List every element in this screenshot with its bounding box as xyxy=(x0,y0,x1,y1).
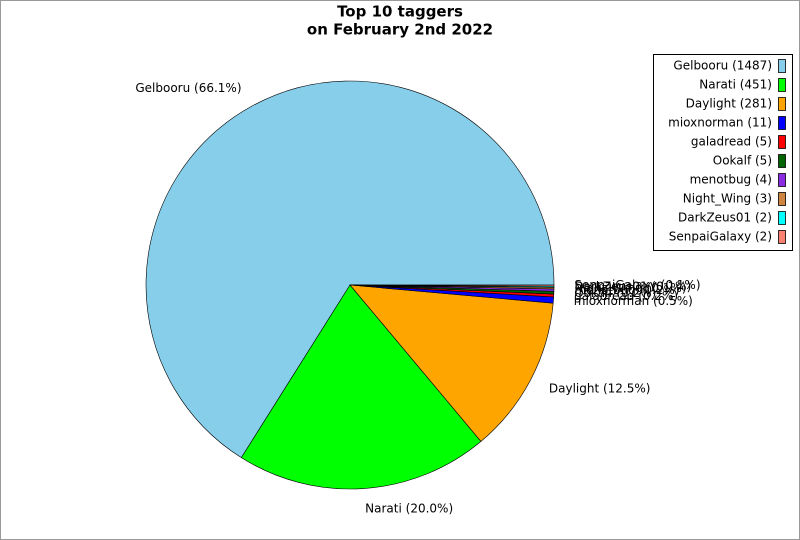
legend-swatch xyxy=(778,230,786,244)
pie-slice xyxy=(145,80,555,459)
slice-label: DarkZeus01 (0.1%) xyxy=(574,279,691,293)
legend-swatch xyxy=(778,116,786,130)
legend-label: Narati (451) xyxy=(699,78,772,92)
slice-label: Narati (20.0%) xyxy=(365,501,453,515)
legend-label: Ookalf (5) xyxy=(713,154,772,168)
pie-slice xyxy=(349,284,555,287)
slice-label: Night_Wing (0.1%) xyxy=(574,281,686,295)
legend-swatch xyxy=(778,97,786,111)
slice-label: Ookalf (0.2%) xyxy=(574,286,656,300)
legend-label: menotbug (4) xyxy=(690,173,772,187)
slice-label: galadread (0.2%) xyxy=(574,289,678,303)
legend-swatch xyxy=(778,173,786,187)
legend-label: Daylight (281) xyxy=(686,97,772,111)
slice-label: Daylight (12.5%) xyxy=(549,381,651,395)
legend-box xyxy=(653,54,793,251)
legend-swatch xyxy=(778,59,786,73)
legend-label: DarkZeus01 (2) xyxy=(678,211,772,225)
legend-swatch xyxy=(778,192,786,206)
legend-label: Night_Wing (3) xyxy=(683,192,772,206)
slice-label: mioxnorman (0.5%) xyxy=(574,294,693,308)
pie-slice xyxy=(349,284,554,442)
chart-title: Top 10 taggers xyxy=(337,3,463,21)
slice-label: Gelbooru (66.1%) xyxy=(135,81,241,95)
pie: Gelbooru (66.1%) Narati (20.0%) Daylight (… xyxy=(135,80,701,515)
legend-label: mioxnorman (11) xyxy=(668,116,772,130)
legend-label: Gelbooru (1487) xyxy=(673,59,772,73)
legend-label: SenpaiGalaxy (2) xyxy=(669,230,772,244)
legend-swatch xyxy=(778,135,786,149)
legend-swatch xyxy=(778,78,786,92)
slice-label: SenpaiGalaxy (0.1%) xyxy=(574,278,700,292)
legend-label: galadread (5) xyxy=(691,135,772,149)
legend: Gelbooru (1487) Narati (451) Daylight (281… xyxy=(653,54,793,251)
chart-subtitle: on February 2nd 2022 xyxy=(307,21,493,39)
legend-swatch xyxy=(778,154,786,168)
pie-slice xyxy=(240,284,482,490)
legend-swatch xyxy=(778,211,786,225)
slice-label: menotbug (0.2%) xyxy=(574,283,679,297)
